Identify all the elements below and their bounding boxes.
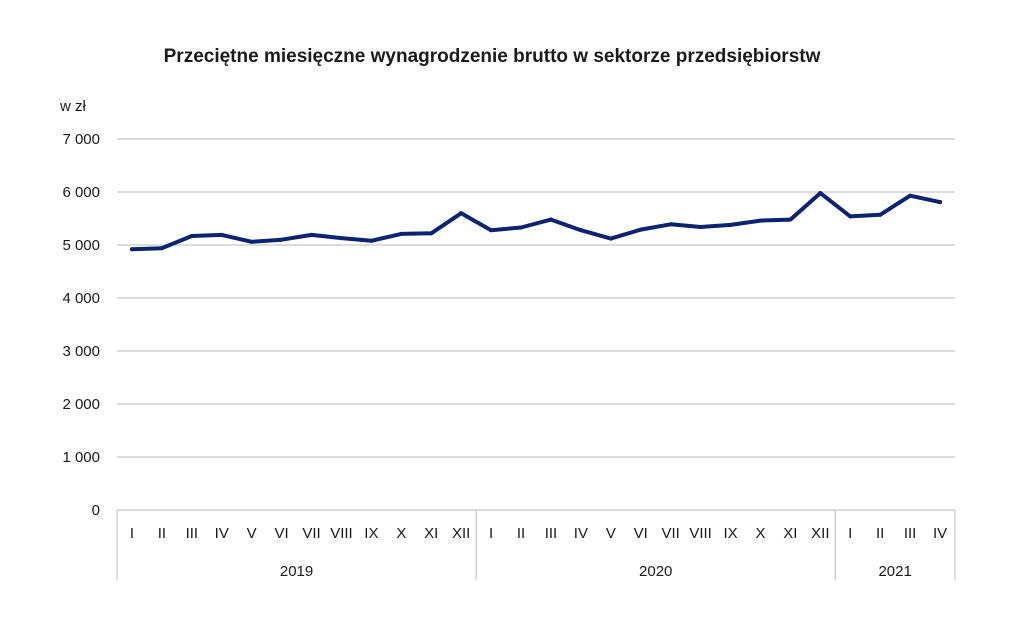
data-point [578,228,583,233]
y-tick-label: 2 000 [62,396,100,413]
y-tick-label: 1 000 [62,449,100,466]
data-point [489,228,494,233]
data-point [399,231,404,236]
x-tick-label-month: X [396,525,406,542]
data-point [848,214,853,219]
x-axis-year-label: 2019 [280,563,313,580]
data-point [638,227,643,232]
x-tick-label-month: X [755,525,765,542]
y-axis-unit-label: w zł [59,98,87,115]
x-tick-label-month: IV [215,525,229,542]
x-tick-label-month: III [904,525,917,542]
data-point [818,191,823,196]
data-point [938,200,943,205]
data-point [159,246,164,251]
x-tick-label-month: I [489,525,493,542]
y-axis-ticks: 0 1 000 2 000 3 000 4 000 5 000 6 000 7 000 [62,131,100,519]
y-tick-label: 4 000 [62,290,100,307]
series-layer [129,191,943,252]
x-tick-label-month: XII [811,525,829,542]
data-point [369,238,374,243]
x-tick-label-month: VII [662,525,680,542]
x-tick-label-month: V [606,525,616,542]
chart-title: Przeciętne miesięczne wynagrodzenie brut… [164,46,821,67]
x-tick-label-month: II [517,525,525,542]
data-point [339,236,344,241]
data-point [608,236,613,241]
data-point [429,231,434,236]
x-tick-label-month: XII [452,525,470,542]
data-point [249,239,254,244]
data-point [129,247,134,252]
data-point [189,233,194,238]
gridlines [117,138,955,511]
y-tick-label: 6 000 [62,184,100,201]
series-line [130,191,942,252]
x-tick-label-month: IV [574,525,588,542]
x-tick-label-month: VIII [689,525,712,542]
x-tick-label-month: IV [933,525,947,542]
data-point [548,217,553,222]
x-axis-year-label: 2021 [878,563,911,580]
data-point [309,232,314,237]
x-tick-label-month: IX [364,525,378,542]
x-tick-label-month: I [130,525,134,542]
x-tick-label-month: VI [634,525,648,542]
data-point [459,211,464,216]
x-tick-label-month: V [247,525,257,542]
data-point [219,232,224,237]
data-point [698,224,703,229]
x-tick-label-month: VII [302,525,320,542]
x-tick-label-month: XI [424,525,438,542]
data-point [728,222,733,227]
y-tick-label: 5 000 [62,237,100,254]
x-tick-label-month: III [545,525,558,542]
data-point [908,193,913,198]
x-tick-label-month: II [158,525,166,542]
x-tick-label-month: XI [783,525,797,542]
x-tick-label-month: VIII [330,525,353,542]
x-tick-label-month: VI [275,525,289,542]
data-point [668,222,673,227]
data-point [519,225,524,230]
x-tick-label-month: III [186,525,199,542]
data-point [279,237,284,242]
y-tick-label: 3 000 [62,343,100,360]
x-tick-label-month: II [876,525,884,542]
data-point [878,212,883,217]
data-point [788,217,793,222]
x-axis-year-label: 2020 [639,563,672,580]
y-tick-label: 0 [92,502,100,519]
x-tick-label-month: IX [723,525,737,542]
y-tick-label: 7 000 [62,131,100,148]
x-tick-label-month: I [848,525,852,542]
data-point [758,218,763,223]
